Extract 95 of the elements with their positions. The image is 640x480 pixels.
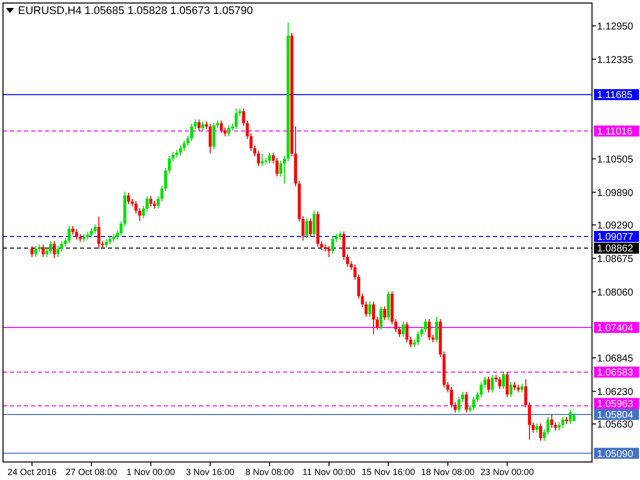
- candlestick: [568, 409, 572, 424]
- candlestick: [561, 416, 564, 428]
- y-tick-label: 1.08060: [597, 287, 634, 298]
- candlestick: [120, 220, 123, 236]
- chart-title: EURUSD,H4 1.05685 1.05828 1.05673 1.05790: [18, 5, 253, 17]
- candlestick: [201, 121, 204, 132]
- candlestick: [535, 422, 538, 434]
- candlestick: [42, 244, 45, 258]
- candlestick: [383, 306, 386, 321]
- candlestick: [234, 108, 238, 130]
- candlestick: [227, 124, 230, 137]
- candlestick: [194, 118, 197, 130]
- candlestick: [127, 192, 130, 205]
- candlestick: [490, 374, 494, 393]
- candlestick: [327, 246, 330, 258]
- candlestick: [524, 378, 528, 408]
- candlestick: [182, 140, 186, 152]
- ref-line-label: 1.05804: [597, 410, 634, 421]
- candlestick: [450, 386, 453, 408]
- candlestick: [528, 402, 531, 440]
- x-tick-label: 18 Nov 08:00: [421, 467, 475, 477]
- ref-line-label: 1.05963: [597, 398, 634, 410]
- candlestick: [90, 228, 93, 238]
- candlestick: [480, 382, 483, 398]
- candlestick: [483, 376, 486, 388]
- candlestick: [331, 236, 334, 254]
- candlestick: [30, 246, 34, 258]
- candlestick: [472, 396, 476, 411]
- ref-line-label: 1.09077: [597, 232, 634, 243]
- candlestick: [260, 153, 264, 167]
- candlestick: [34, 246, 38, 258]
- candlestick: [416, 330, 420, 346]
- candlestick: [424, 318, 428, 333]
- x-tick-label: 24 Oct 2016: [7, 467, 57, 477]
- x-tick-label: 27 Oct 08:00: [66, 467, 118, 477]
- candlestick: [509, 382, 512, 398]
- candlestick: [94, 224, 97, 234]
- candlestick: [539, 422, 542, 442]
- candlestick: [498, 376, 502, 390]
- candlestick: [312, 210, 316, 238]
- candlestick: [428, 318, 431, 341]
- candlestick: [68, 225, 71, 244]
- ref-line-label: 1.11685: [597, 90, 633, 102]
- x-tick-label: 11 Nov 00:00: [302, 467, 356, 477]
- candlestick: [256, 150, 260, 167]
- x-tick-label: 3 Nov 16:00: [186, 467, 234, 477]
- y-tick-label: 1.09290: [597, 220, 634, 232]
- candlestick: [550, 414, 554, 428]
- candlestick: [372, 301, 376, 335]
- candlestick: [198, 118, 201, 132]
- ref-line-label: 1.11016: [597, 126, 633, 138]
- candlestick: [178, 144, 182, 156]
- candlestick: [402, 321, 405, 338]
- y-tick-label: 1.12335: [597, 54, 634, 66]
- ref-line-label: 1.07404: [597, 322, 634, 334]
- candlestick: [305, 218, 308, 239]
- candlestick: [49, 240, 52, 254]
- x-tick-label: 1 Nov 00:00: [126, 467, 176, 477]
- candlestick: [394, 318, 398, 333]
- candlestick: [464, 391, 468, 414]
- candlestick: [52, 240, 56, 259]
- candlestick: [502, 371, 505, 390]
- x-tick-label: 8 Nov 08:00: [245, 467, 294, 477]
- candlestick: [308, 218, 312, 238]
- y-tick-label: 1.06845: [597, 353, 634, 364]
- y-tick-label: 1.12950: [597, 21, 634, 32]
- candlestick: [75, 228, 78, 240]
- candlestick: [487, 376, 490, 393]
- candlestick: [212, 122, 216, 150]
- candlestick: [208, 123, 212, 154]
- ref-line-label: 1.08862: [597, 244, 634, 255]
- candlestick: [435, 316, 438, 343]
- candlestick: [149, 196, 152, 207]
- x-tick-label: 15 Nov 16:00: [362, 467, 416, 477]
- candlestick: [379, 306, 382, 330]
- y-tick-label: 1.06230: [597, 386, 634, 398]
- candlestick: [279, 160, 282, 177]
- candlestick: [242, 108, 246, 126]
- candlestick: [220, 120, 223, 134]
- y-tick-label: 1.05630: [597, 419, 634, 430]
- candlestick: [457, 396, 460, 414]
- ref-line-label: 1.05090: [597, 448, 634, 460]
- candlestick: [97, 216, 100, 250]
- candlestick: [168, 155, 171, 174]
- candlestick: [386, 290, 390, 321]
- ref-line-label: 1.06583: [597, 368, 634, 379]
- candlestick: [190, 123, 194, 142]
- y-tick-label: 1.10505: [597, 154, 634, 166]
- candlestick: [506, 371, 509, 398]
- y-tick-label: 1.08675: [597, 254, 634, 265]
- x-tick-label: 23 Nov 00:00: [480, 467, 534, 477]
- candlestick: [368, 301, 372, 318]
- y-tick-label: 1.09890: [597, 188, 634, 199]
- candlestick: [156, 196, 160, 210]
- candlestick: [268, 152, 272, 164]
